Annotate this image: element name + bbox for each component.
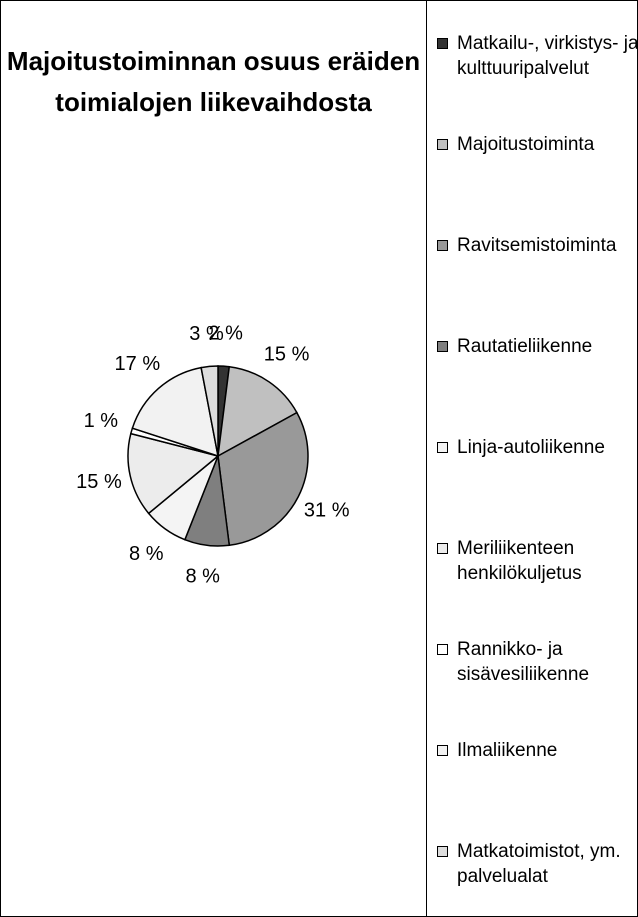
legend-entry: Matkatoimistot, ym. palvelualat bbox=[435, 839, 637, 889]
legend-entry: Rautatieliikenne bbox=[435, 334, 637, 359]
slice-label: 1 % bbox=[84, 410, 119, 432]
legend-label: Majoitustoiminta bbox=[457, 134, 595, 155]
legend-swatch bbox=[437, 644, 448, 655]
pie-slice bbox=[131, 366, 219, 458]
legend-label: Meriliikenteen henkilökuljetus bbox=[457, 538, 582, 584]
legend-swatch bbox=[437, 38, 448, 49]
legend-label: Linja-autoliikenne bbox=[457, 437, 605, 458]
legend-label: Matkailu-, virkistys- ja kulttuuripalvel… bbox=[457, 33, 638, 79]
legend-entry: Meriliikenteen henkilökuljetus bbox=[435, 536, 637, 586]
pie-area: 2 % 15 % 31 % 8 % 8 % 15 % 1 % 17 % 3 % bbox=[76, 323, 350, 588]
slice-label: 8 % bbox=[185, 565, 220, 587]
legend-swatch bbox=[437, 240, 448, 251]
legend-entry: Ilmaliikenne bbox=[435, 738, 637, 763]
legend-entry: Ravitsemistoiminta bbox=[435, 233, 637, 258]
legend-swatch bbox=[437, 745, 448, 756]
slice-label: 15 % bbox=[76, 471, 122, 493]
slice-label: 3 % bbox=[189, 323, 224, 345]
legend-label: Ravitsemistoiminta bbox=[457, 235, 617, 256]
pie-slice bbox=[217, 365, 298, 458]
legend-label: Matkatoimistot, ym. palvelualat bbox=[457, 841, 621, 887]
legend-entry: Rannikko- ja sisävesiliikenne bbox=[435, 637, 637, 687]
legend-entry: Majoitustoiminta bbox=[435, 132, 637, 157]
legend-swatch bbox=[437, 341, 448, 352]
legend-swatch bbox=[437, 139, 448, 150]
pie-slice bbox=[127, 432, 220, 515]
slice-label: 15 % bbox=[264, 343, 310, 365]
legend-label: Ilmaliikenne bbox=[457, 740, 558, 761]
legend-entry: Linja-autoliikenne bbox=[435, 435, 637, 460]
slice-label: 31 % bbox=[304, 500, 350, 522]
pie-slice bbox=[200, 365, 219, 457]
slice-label: 17 % bbox=[115, 353, 161, 375]
slice-label: 8 % bbox=[129, 543, 164, 565]
legend-entry: Matkailu-, virkistys- ja kulttuuripalvel… bbox=[435, 31, 638, 81]
slice-label: 2 % bbox=[208, 323, 243, 345]
legend: Matkailu-, virkistys- ja kulttuuripalvel… bbox=[426, 1, 638, 916]
legend-swatch bbox=[437, 846, 448, 857]
legend-label: Rautatieliikenne bbox=[457, 336, 593, 357]
chart-title: Majoitustoiminnan osuus eräiden toimialo… bbox=[6, 46, 421, 117]
legend-label: Rannikko- ja sisävesiliikenne bbox=[457, 639, 590, 685]
legend-swatch bbox=[437, 543, 448, 554]
legend-swatch bbox=[437, 442, 448, 453]
pie-slice bbox=[217, 411, 309, 547]
